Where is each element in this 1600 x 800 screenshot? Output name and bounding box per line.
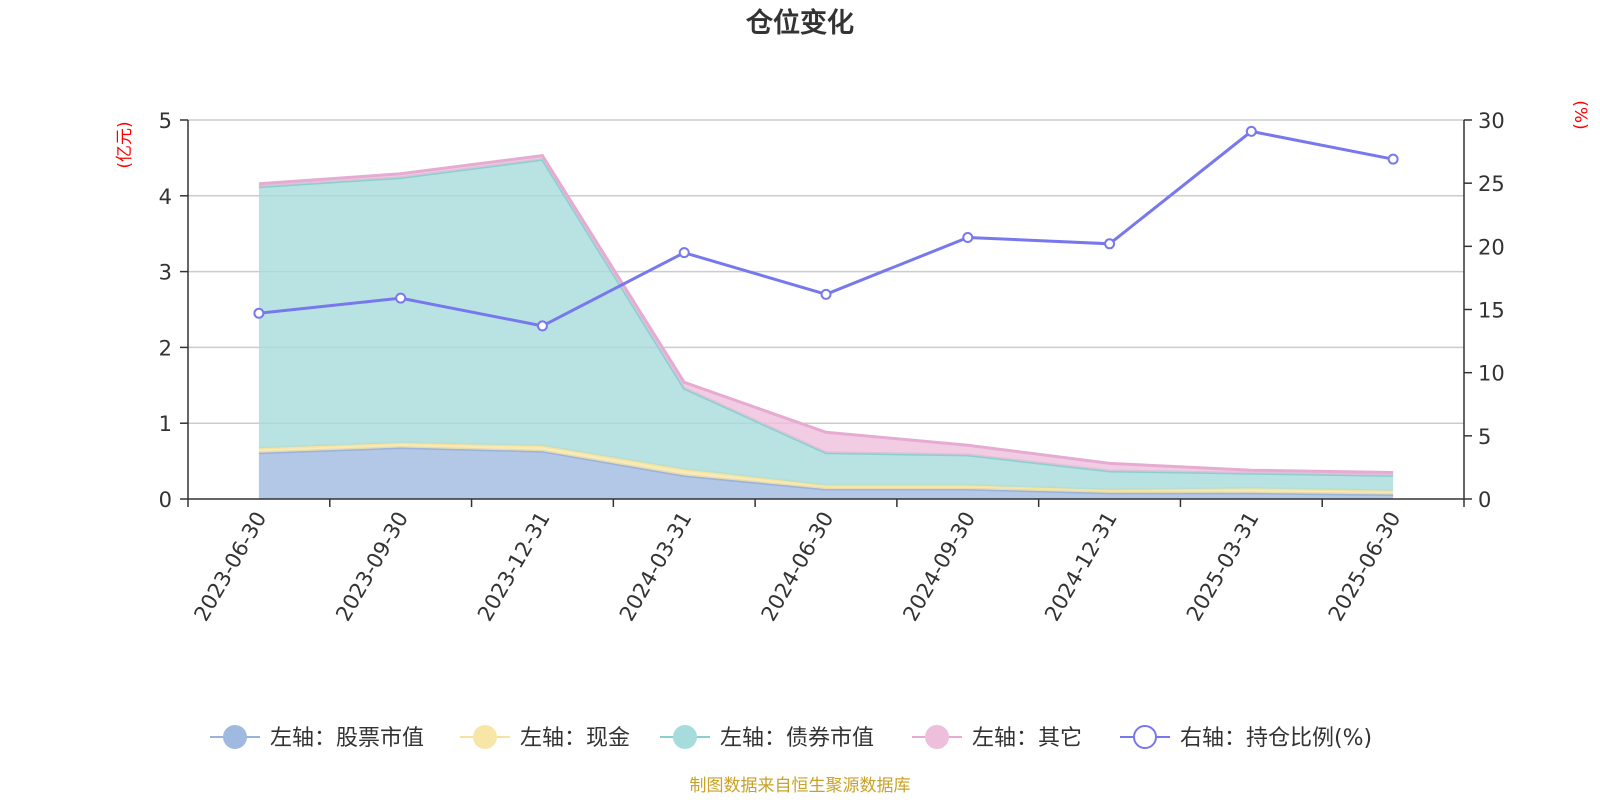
legend-label: 左轴：股票市值: [270, 726, 424, 751]
legend-item: 左轴：现金: [460, 725, 630, 751]
chart-title: 仓位变化: [745, 7, 854, 39]
right-tick-label: 30: [1478, 109, 1505, 133]
source-note: 制图数据来自恒生聚源数据库: [690, 776, 911, 796]
x-tick-label: 2025-06-30: [1324, 508, 1406, 626]
legend-label: 左轴：债券市值: [720, 726, 874, 751]
legend-marker: [223, 725, 247, 749]
left-axis-unit: (亿元): [115, 121, 135, 168]
right-tick-label: 20: [1478, 235, 1505, 259]
legend-marker: [925, 725, 949, 749]
area-series-2: [258, 159, 1394, 491]
legend-marker: [673, 725, 697, 749]
legend: 左轴：股票市值 左轴：现金 左轴：债券市值 左轴：其它 右轴：持仓比例(%): [210, 725, 1372, 751]
ratio-point: [1104, 238, 1116, 250]
ratio-point: [678, 247, 690, 259]
legend-item: 左轴：其它: [912, 725, 1082, 751]
legend-item: 左轴：股票市值: [210, 725, 424, 751]
left-tick-label: 2: [159, 336, 172, 360]
left-tick-label: 3: [159, 261, 172, 285]
area-series-0: [258, 447, 1394, 499]
ratio-point: [253, 307, 265, 319]
legend-item: 右轴：持仓比例(%): [1120, 725, 1372, 751]
x-tick-label: 2024-06-30: [757, 508, 839, 626]
left-tick-label: 1: [159, 412, 172, 436]
ratio-point: [962, 231, 974, 243]
area-line-series-3: [258, 153, 1394, 474]
left-tick-label: 5: [159, 109, 172, 133]
right-tick-label: 0: [1478, 488, 1491, 512]
legend-label: 左轴：其它: [972, 726, 1082, 751]
legend-item: 左轴：债券市值: [660, 725, 874, 751]
ratio-point: [820, 288, 832, 300]
x-tick-label: 2024-09-30: [898, 508, 980, 626]
ratio-point: [395, 292, 407, 304]
left-tick-label: 0: [159, 488, 172, 512]
left-tick-label: 4: [159, 185, 172, 209]
x-tick-label: 2024-03-31: [615, 508, 697, 626]
right-axis-unit: (%): [1570, 100, 1590, 129]
right-tick-label: 25: [1478, 172, 1505, 196]
ratio-line: [253, 125, 1399, 332]
x-tick-label: 2023-12-31: [473, 508, 555, 626]
x-tick-label: 2023-06-30: [189, 508, 271, 626]
legend-marker: [1133, 725, 1157, 749]
x-tick-label: 2023-09-30: [331, 507, 413, 625]
ratio-point: [1387, 153, 1399, 165]
x-tick-label: 2025-03-31: [1182, 508, 1264, 626]
legend-label: 右轴：持仓比例(%): [1180, 726, 1372, 751]
right-tick-label: 5: [1478, 425, 1491, 449]
legend-label: 左轴：现金: [520, 726, 630, 751]
ratio-point: [1245, 125, 1257, 137]
right-tick-label: 15: [1478, 299, 1505, 323]
legend-marker: [473, 725, 497, 749]
x-tick-label: 2024-12-31: [1040, 508, 1122, 626]
ratio-point: [536, 320, 548, 332]
right-tick-label: 10: [1478, 362, 1505, 386]
stacked-areas: [258, 153, 1394, 499]
